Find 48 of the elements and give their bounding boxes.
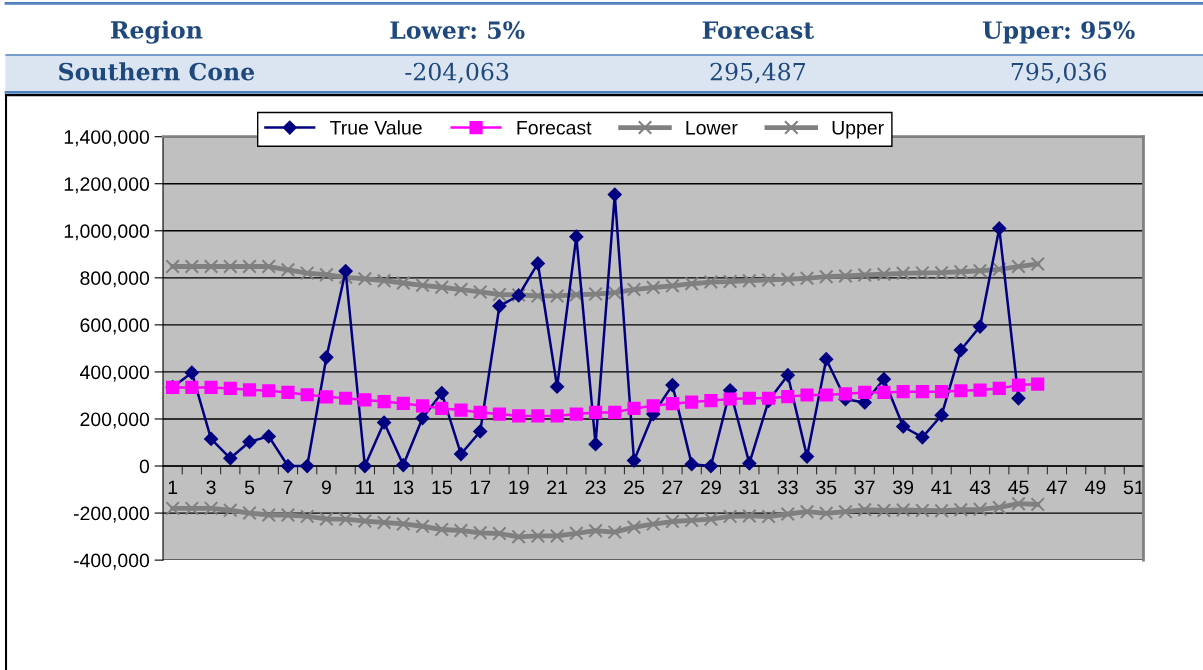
x-tick-label: 19	[509, 480, 529, 495]
y-tick-label: 0	[139, 459, 150, 474]
x-tick-label: 37	[854, 480, 875, 495]
y-tick-label: 600,000	[80, 318, 150, 335]
x-tick-label: 35	[816, 480, 837, 495]
text: Region	[110, 20, 203, 44]
legend-label: Upper	[832, 121, 884, 139]
text: Southern Cone	[59, 62, 255, 81]
x-tick-label: 31	[739, 480, 760, 495]
x-tick-label: 49	[1085, 480, 1106, 495]
x-tick-label: 17	[470, 480, 491, 494]
x-tick-label: 5	[244, 480, 255, 495]
x-tick-label: 13	[393, 480, 414, 495]
legend-label: Lower	[686, 121, 738, 135]
y-tick-label: -400,000	[73, 553, 150, 570]
text: Upper: 95%	[982, 21, 1135, 44]
text: 295,487	[710, 62, 805, 84]
y-tick-label: 200,000	[80, 412, 150, 429]
x-tick-label: 47	[1046, 480, 1067, 494]
text: Forecast	[702, 21, 815, 40]
legend-label: True Value	[330, 120, 422, 135]
x-tick-label: 33	[777, 480, 798, 495]
x-tick-label: 51	[1123, 480, 1144, 495]
text: -204,063	[405, 62, 509, 84]
legend-label: Forecast	[517, 121, 592, 135]
x-tick-label: 15	[432, 480, 452, 495]
x-tick-label: 1	[168, 480, 178, 494]
x-tick-label: 27	[662, 480, 683, 494]
x-tick-label: 41	[931, 480, 952, 494]
y-tick-label: 1,000,000	[64, 224, 150, 241]
x-tick-label: 11	[356, 480, 375, 494]
x-tick-label: 9	[321, 480, 331, 495]
x-tick-label: 23	[585, 480, 606, 495]
y-tick-label: 400,000	[79, 365, 150, 382]
text: Lower: 5%	[390, 21, 525, 40]
x-tick-label: 7	[283, 480, 293, 494]
y-tick-label: 1,200,000	[64, 177, 150, 194]
y-tick-label: 1,400,000	[64, 130, 150, 147]
y-tick-label: 800,000	[80, 271, 150, 288]
x-tick-label: 45	[1008, 480, 1029, 495]
x-tick-label: 43	[969, 480, 990, 495]
x-tick-label: 21	[547, 480, 567, 494]
x-tick-label: 39	[893, 480, 914, 495]
y-tick-label: -200,000	[73, 506, 150, 523]
x-tick-label: 25	[624, 480, 644, 495]
x-tick-label: 3	[206, 480, 216, 495]
x-tick-label: 29	[701, 480, 721, 495]
text: 795,036	[1011, 62, 1106, 84]
